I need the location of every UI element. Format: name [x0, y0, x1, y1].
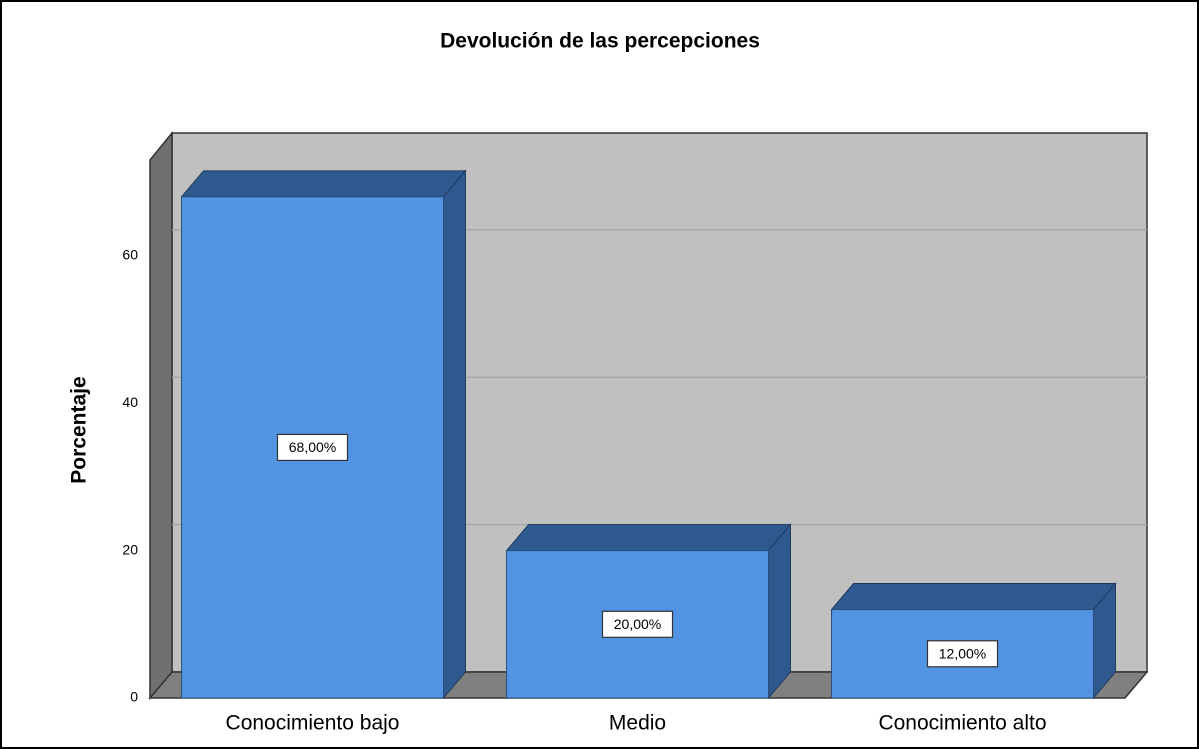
y-tick-label: 40	[122, 394, 138, 410]
x-tick-label: Conocimiento alto	[878, 712, 1046, 735]
bar-side	[442, 169, 466, 700]
x-tick-label: Conocimiento bajo	[226, 712, 400, 735]
y-axis-label: Porcentaje	[68, 376, 91, 483]
bars: 68,00% 20,00% 12,00%	[180, 169, 1117, 700]
chart-title: Devolución de las percepciones	[440, 30, 760, 53]
y-tick-label: 60	[122, 247, 138, 263]
value-label-box	[926, 640, 999, 668]
side-wall	[149, 130, 173, 701]
value-label-box	[601, 610, 674, 638]
x-tick-label: Medio	[609, 712, 666, 735]
value-label-box	[276, 433, 349, 462]
value-label: 12,00%	[939, 645, 986, 661]
bar-top	[180, 170, 467, 198]
bar-top	[830, 583, 1117, 611]
value-label: 68,00%	[289, 439, 336, 455]
value-label: 20,00%	[614, 616, 661, 632]
y-tick-label: 0	[130, 689, 138, 705]
bar-top	[505, 524, 792, 552]
bar-side	[767, 523, 791, 700]
y-tick-label: 20	[122, 541, 138, 557]
